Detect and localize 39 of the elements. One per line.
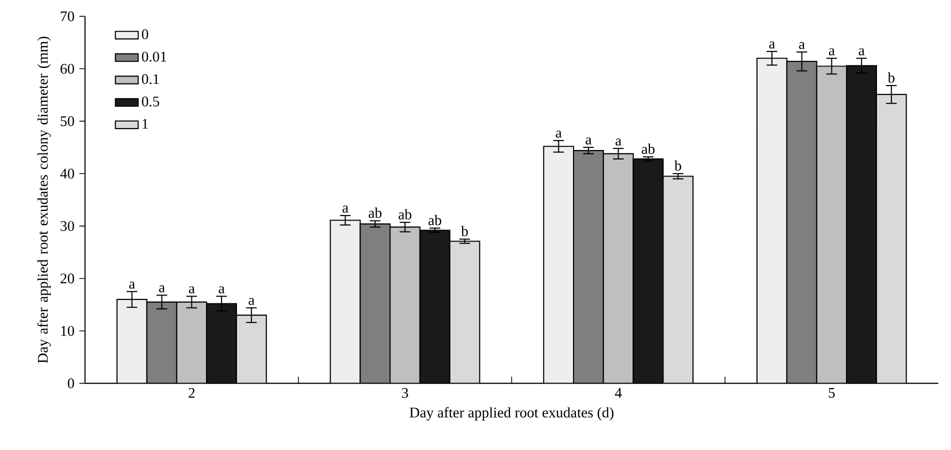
data-label: a [769, 42, 775, 49]
data-label: a [218, 286, 225, 294]
data-label: b [888, 72, 894, 83]
y-tick-label: 30 [60, 221, 74, 231]
data-label: a [188, 286, 195, 294]
y-tick-label: 20 [60, 274, 74, 284]
x-tick-label: 3 [402, 388, 408, 398]
data-label: a [586, 137, 592, 144]
y-tick-label: 70 [60, 11, 74, 22]
data-label: ab [428, 214, 442, 226]
y-axis-title: Day after applied root exudates colony diameter (mm) [37, 36, 51, 364]
data-label: a [556, 130, 562, 138]
data-label: a [342, 206, 348, 213]
y-tick-label: 40 [60, 168, 74, 179]
data-label: a [858, 48, 865, 56]
y-tick-label: 60 [60, 64, 74, 74]
data-label: ab [642, 144, 655, 154]
x-tick-label: 2 [188, 388, 195, 398]
legend-label: 0 [142, 29, 148, 40]
legend-label: 0.5 [142, 96, 160, 106]
data-label: a [129, 282, 136, 289]
data-label: ab [398, 209, 412, 220]
data-label: a [799, 42, 805, 50]
data-label: b [461, 226, 468, 236]
x-tick-label: 5 [828, 388, 835, 398]
legend-label: 1 [142, 118, 148, 129]
data-label: a [616, 138, 622, 146]
y-tick-label: 10 [61, 326, 74, 336]
x-axis-title: Day after applied root exudates (d) [410, 407, 614, 421]
legend-label: 0.01 [142, 52, 166, 62]
data-label: a [828, 48, 835, 56]
data-label: a [159, 285, 165, 292]
y-tick-label: 0 [68, 378, 74, 388]
data-label: a [248, 298, 254, 305]
y-tick-label: 50 [60, 116, 74, 126]
legend-label: 0.1 [142, 74, 159, 84]
data-label: ab [368, 208, 382, 218]
data-label: b [674, 160, 682, 171]
x-tick-label: 4 [614, 388, 622, 398]
